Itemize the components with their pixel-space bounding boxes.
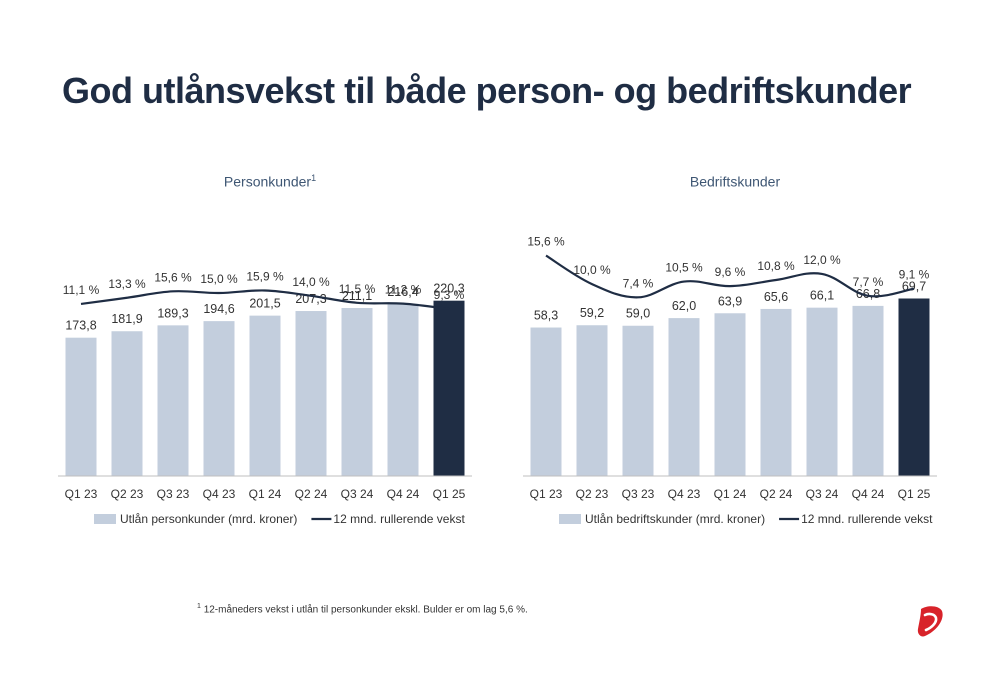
bar-value-label: 66,1 xyxy=(810,289,834,303)
bar xyxy=(714,313,746,476)
x-tick-label: Q4 24 xyxy=(852,487,885,501)
growth-label: 10,8 % xyxy=(757,259,795,273)
legend-swatch-bar xyxy=(559,514,581,524)
bedriftskunder-chart-svg: 58,3 Q1 23 59,2 Q2 23 59,0 Q3 23 62,0 Q4 23 63,9… xyxy=(523,235,937,526)
legend-label-bar: Utlån bedriftskunder (mrd. kroner) xyxy=(585,512,765,526)
chart-title: Personkunder1 xyxy=(50,173,490,190)
bar xyxy=(203,321,235,476)
bar xyxy=(898,298,930,476)
bar xyxy=(530,327,562,476)
growth-label: 7,4 % xyxy=(623,276,654,290)
bar xyxy=(65,337,97,476)
bar-value-label: 194,6 xyxy=(203,302,234,316)
bar-value-label: 201,5 xyxy=(249,297,280,311)
bar xyxy=(852,305,884,476)
bar-value-label: 63,9 xyxy=(718,294,742,308)
x-tick-label: Q2 24 xyxy=(295,487,328,501)
growth-label: 14,0 % xyxy=(292,275,330,289)
bar xyxy=(760,308,792,476)
chart-title-text: Personkunder xyxy=(223,173,312,190)
bar-value-label: 59,0 xyxy=(626,307,650,321)
growth-label: 9,1 % xyxy=(899,268,930,282)
footnote-marker: 1 xyxy=(311,173,317,183)
x-tick-label: Q2 24 xyxy=(760,487,793,501)
footnote: 1 12-måneders vekst i utlån til personku… xyxy=(197,603,528,615)
page-title: God utlånsvekst til både person- og bedr… xyxy=(62,70,912,111)
x-tick-label: Q1 24 xyxy=(249,487,282,501)
growth-label: 11,5 % xyxy=(339,282,376,296)
x-tick-label: Q3 24 xyxy=(341,487,374,501)
bar xyxy=(111,331,143,476)
brand-logo-icon xyxy=(917,606,943,637)
bar xyxy=(387,303,419,476)
footnote-text: 12-måneders vekst i utlån til personkund… xyxy=(203,604,528,616)
chart-title-text: Bedriftskunder xyxy=(689,173,781,190)
bar xyxy=(668,318,700,476)
x-tick-label: Q1 23 xyxy=(530,487,563,501)
x-tick-label: Q4 24 xyxy=(387,487,420,501)
x-tick-label: Q4 23 xyxy=(668,487,701,501)
legend-label-line: 12 mnd. rullerende vekst xyxy=(801,512,933,526)
bedriftskunder-chart: Bedriftskunder 58,3 Q1 23 59,2 Q2 23 59,0 Q3 … xyxy=(515,165,955,545)
growth-label: 10,0 % xyxy=(573,263,611,277)
bar-value-label: 66,8 xyxy=(856,287,880,301)
footnote-marker: 1 xyxy=(197,603,201,610)
growth-label: 11,1 % xyxy=(63,283,100,297)
growth-label: 10,5 % xyxy=(665,261,703,275)
bar-value-label: 65,6 xyxy=(764,290,788,304)
bar-value-label: 211,1 xyxy=(342,289,372,303)
bar-value-label: 59,2 xyxy=(580,306,604,320)
x-tick-label: Q2 23 xyxy=(111,487,144,501)
bar xyxy=(622,325,654,476)
growth-label: 15,0 % xyxy=(200,272,238,286)
legend-label-bar: Utlån personkunder (mrd. kroner) xyxy=(120,512,297,526)
growth-label: 7,7 % xyxy=(853,275,884,289)
bar-value-label: 173,8 xyxy=(65,319,96,333)
legend-swatch-bar xyxy=(94,514,116,524)
bar xyxy=(341,307,373,476)
bar-value-label: 62,0 xyxy=(672,299,696,313)
x-tick-label: Q3 23 xyxy=(157,487,190,501)
x-tick-label: Q1 25 xyxy=(898,487,931,501)
bar-value-label: 181,9 xyxy=(111,312,142,326)
growth-label: 12,0 % xyxy=(803,253,841,267)
growth-line xyxy=(80,289,450,311)
chart-title: Bedriftskunder xyxy=(515,173,955,190)
bar xyxy=(157,325,189,476)
x-tick-label: Q4 23 xyxy=(203,487,236,501)
growth-label: 9,6 % xyxy=(715,265,746,279)
bar-value-label: 189,3 xyxy=(157,306,188,320)
x-tick-label: Q3 24 xyxy=(806,487,839,501)
bar xyxy=(433,300,465,476)
growth-label: 15,6 % xyxy=(154,270,192,284)
x-tick-label: Q3 23 xyxy=(622,487,655,501)
personkunder-chart-svg: 173,8 Q1 23 181,9 Q2 23 189,3 Q3 23 194,6 Q4 23… xyxy=(58,269,472,526)
growth-label: 15,9 % xyxy=(246,269,284,283)
growth-label: 9,3 % xyxy=(434,288,465,302)
growth-line xyxy=(545,254,915,299)
growth-label: 13,3 % xyxy=(108,277,146,291)
x-tick-label: Q1 25 xyxy=(433,487,466,501)
bar xyxy=(249,315,281,476)
x-tick-label: Q1 24 xyxy=(714,487,747,501)
x-tick-label: Q2 23 xyxy=(576,487,609,501)
bar xyxy=(576,325,608,476)
legend-label-line: 12 mnd. rullerende vekst xyxy=(333,512,465,526)
bar-value-label: 216,4 xyxy=(387,285,418,299)
bar xyxy=(295,311,327,476)
bar-value-label: 58,3 xyxy=(534,309,558,323)
growth-label: 15,6 % xyxy=(527,235,565,249)
growth-label: 11,2 % xyxy=(385,283,422,297)
personkunder-chart: Personkunder1 173,8 Q1 23 181,9 Q2 23 189,3 Q… xyxy=(50,165,490,545)
x-tick-label: Q1 23 xyxy=(65,487,98,501)
bar-value-label: 220,3 xyxy=(433,282,464,296)
bar xyxy=(806,307,838,476)
